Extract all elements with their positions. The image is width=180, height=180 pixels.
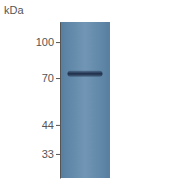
tick-mark [56,78,60,79]
tick: 44 [42,119,60,131]
tick: 100 [36,36,60,48]
tick-label: 44 [42,119,54,131]
y-axis: 33 44 70 100 [36,23,61,179]
axis-line [60,23,61,179]
tick-mark [56,154,60,155]
tick-label: 100 [36,36,54,48]
band [67,71,102,77]
tick-label: 33 [42,148,54,160]
tick: 70 [42,72,60,84]
lane [63,22,106,178]
gel-background [60,22,110,178]
axis-title: kDa [4,4,24,16]
tick-mark [56,125,60,126]
tick-label: 70 [42,72,54,84]
tick-mark [56,42,60,43]
blot-figure: 33 44 70 100 kDa [0,0,180,180]
lanes [63,22,106,178]
tick: 33 [42,148,60,160]
